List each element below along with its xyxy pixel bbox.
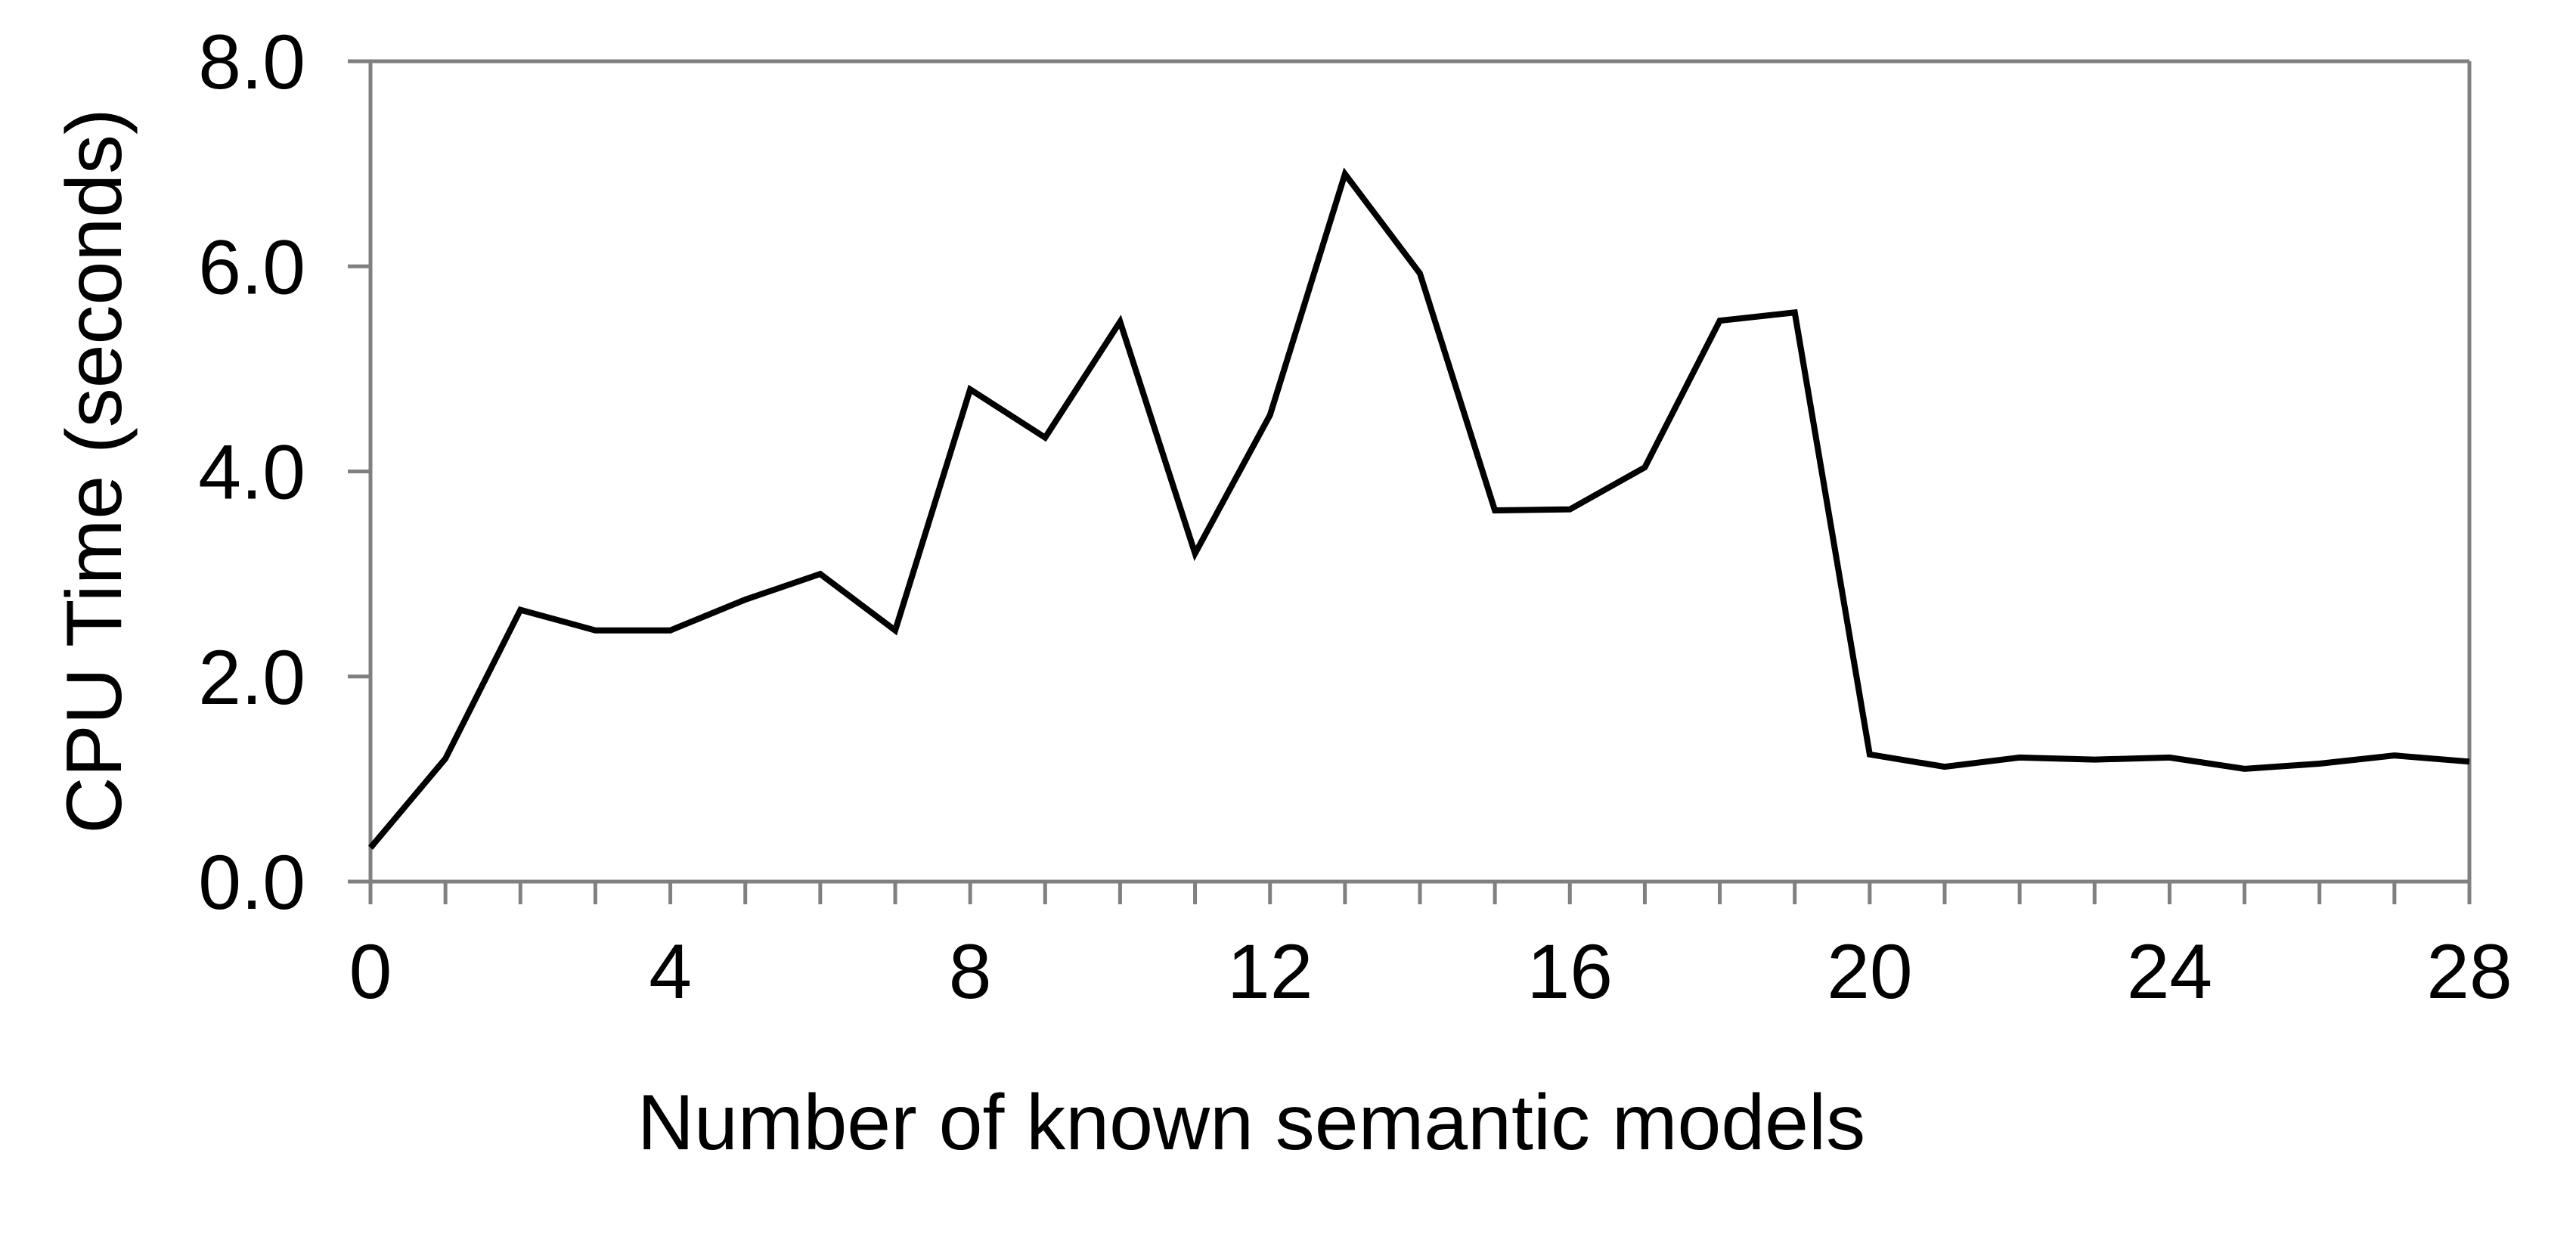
- data-line: [367, 167, 2470, 850]
- y-axis-tick-labels: 0.0 2.0 4.0 6.0 8.0: [198, 19, 305, 925]
- x-tick-label: 28: [2426, 928, 2512, 1015]
- y-axis-ticks: [348, 59, 370, 884]
- x-axis-ticks: [368, 882, 2472, 904]
- x-tick-label: 8: [949, 928, 992, 1015]
- x-tick-label: 0: [349, 928, 392, 1015]
- y-tick-label: 8.0: [198, 19, 305, 105]
- x-tick-label: 4: [649, 928, 692, 1015]
- x-tick-label: 20: [1827, 928, 1912, 1015]
- y-axis-title: CPU Time (seconds): [51, 108, 138, 833]
- y-tick-label: 2.0: [198, 634, 305, 721]
- x-axis-tick-labels: 0 4 8 12 16 20 24 28: [349, 928, 2512, 1015]
- x-tick-label: 16: [1527, 928, 1613, 1015]
- x-tick-label: 24: [2127, 928, 2212, 1015]
- y-tick-label: 0.0: [198, 839, 305, 925]
- x-tick-label: 12: [1227, 928, 1313, 1015]
- y-tick-label: 4.0: [198, 429, 305, 516]
- x-axis-title: Number of known semantic models: [637, 1079, 1865, 1167]
- y-tick-label: 6.0: [198, 224, 305, 310]
